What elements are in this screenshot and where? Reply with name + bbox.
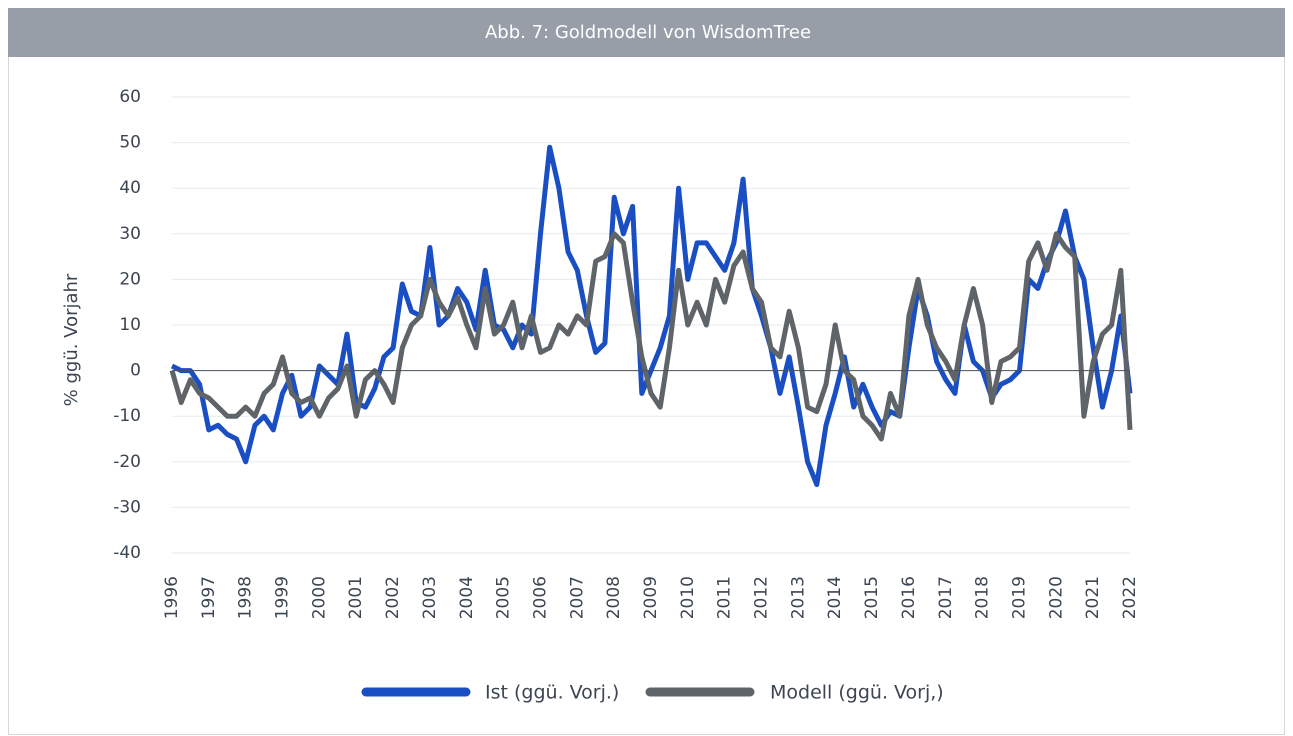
y-tick-label: 30 <box>119 224 141 244</box>
x-tick-label: 2007 <box>567 576 587 619</box>
y-tick-label: 10 <box>119 315 141 335</box>
x-tick-label: 2019 <box>1009 576 1029 619</box>
y-tick-label: 20 <box>119 269 141 289</box>
y-tick-label: 0 <box>130 361 141 381</box>
series-line <box>169 231 1133 442</box>
x-tick-label: 2005 <box>494 576 514 619</box>
title-bar <box>8 8 1285 57</box>
legend-label: Modell (ggü. Vorj,) <box>770 682 944 704</box>
x-tick-label: 2006 <box>530 576 550 619</box>
y-tick-label: 40 <box>119 178 141 198</box>
x-tick-label: 2013 <box>788 576 808 619</box>
y-tick-label: 50 <box>119 133 141 153</box>
y-axis-label: % ggü. Vorjahr <box>61 273 82 406</box>
x-tick-label: 1997 <box>199 576 219 619</box>
x-tick-label: 2002 <box>383 576 403 619</box>
x-tick-label: 2022 <box>1120 576 1140 619</box>
x-tick-label: 2003 <box>420 576 440 619</box>
x-tick-label: 2020 <box>1046 576 1066 619</box>
y-tick-label: -30 <box>113 497 141 517</box>
x-tick-label: 2016 <box>899 576 919 619</box>
x-tick-label: 2000 <box>309 576 329 619</box>
x-tick-label: 2012 <box>752 576 772 619</box>
x-tick-label: 1998 <box>236 576 256 619</box>
x-tick-label: 2004 <box>457 576 477 619</box>
y-tick-label: -20 <box>113 452 141 472</box>
y-tick-label: -40 <box>113 543 141 563</box>
x-tick-label: 2014 <box>825 576 845 619</box>
x-tick-label: 2010 <box>678 576 698 619</box>
x-tick-label: 2001 <box>346 576 366 619</box>
x-tick-label: 2011 <box>715 576 735 619</box>
y-tick-label: 60 <box>119 87 141 107</box>
legend-label: Ist (ggü. Vorj.) <box>485 682 619 704</box>
x-tick-label: 2009 <box>641 576 661 619</box>
x-tick-label: 1999 <box>273 576 293 619</box>
x-tick-label: 2017 <box>936 576 956 619</box>
y-tick-label: -10 <box>113 406 141 426</box>
legend: Ist (ggü. Vorj.) Modell (ggü. Vorj,) <box>361 682 944 704</box>
x-tick-label: 2008 <box>604 576 624 619</box>
x-tick-label: 2021 <box>1083 576 1103 619</box>
x-tick-label: 1996 <box>162 576 182 619</box>
x-tick-label: 2015 <box>862 576 882 619</box>
chart-title: Abb. 7: Goldmodell von WisdomTree <box>485 22 811 43</box>
x-tick-label: 2018 <box>973 576 993 619</box>
